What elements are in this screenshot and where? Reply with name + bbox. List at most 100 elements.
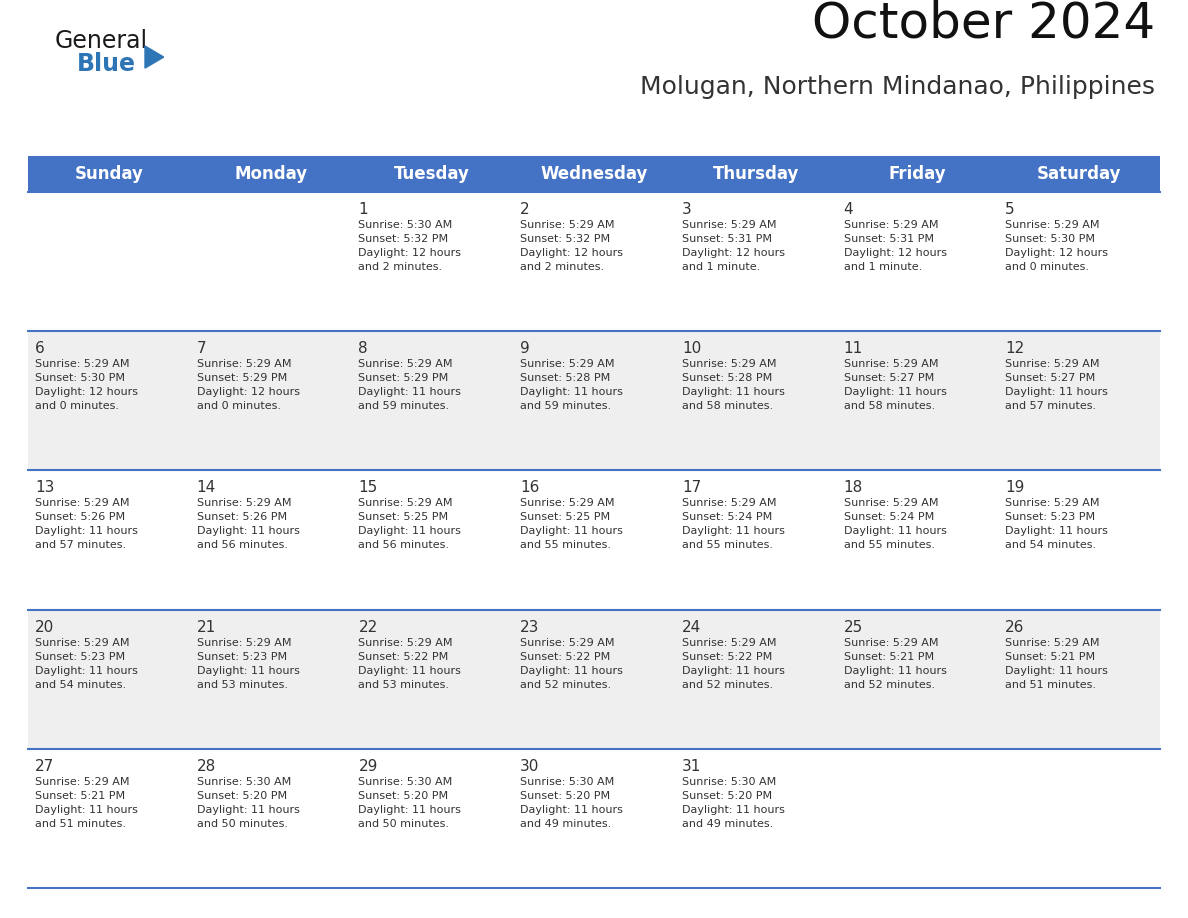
Text: 16: 16 bbox=[520, 480, 539, 496]
Text: Daylight: 11 hours: Daylight: 11 hours bbox=[843, 666, 947, 676]
Text: Sunset: 5:25 PM: Sunset: 5:25 PM bbox=[520, 512, 611, 522]
Text: and 0 minutes.: and 0 minutes. bbox=[197, 401, 280, 411]
Text: Sunrise: 5:29 AM: Sunrise: 5:29 AM bbox=[520, 638, 614, 647]
Text: 8: 8 bbox=[359, 341, 368, 356]
Text: 26: 26 bbox=[1005, 620, 1025, 634]
Text: and 57 minutes.: and 57 minutes. bbox=[1005, 401, 1097, 411]
Text: Sunset: 5:28 PM: Sunset: 5:28 PM bbox=[682, 374, 772, 383]
Text: Sunrise: 5:29 AM: Sunrise: 5:29 AM bbox=[197, 359, 291, 369]
Text: Sunrise: 5:29 AM: Sunrise: 5:29 AM bbox=[1005, 359, 1100, 369]
Text: Sunset: 5:27 PM: Sunset: 5:27 PM bbox=[1005, 374, 1095, 383]
Text: Daylight: 11 hours: Daylight: 11 hours bbox=[520, 387, 623, 397]
Text: and 2 minutes.: and 2 minutes. bbox=[359, 262, 443, 272]
Text: Sunrise: 5:29 AM: Sunrise: 5:29 AM bbox=[520, 498, 614, 509]
Text: Sunset: 5:24 PM: Sunset: 5:24 PM bbox=[843, 512, 934, 522]
Text: 6: 6 bbox=[34, 341, 45, 356]
Text: and 51 minutes.: and 51 minutes. bbox=[1005, 679, 1097, 689]
Text: Daylight: 11 hours: Daylight: 11 hours bbox=[682, 805, 785, 815]
Text: Daylight: 12 hours: Daylight: 12 hours bbox=[682, 248, 785, 258]
Text: Sunset: 5:30 PM: Sunset: 5:30 PM bbox=[34, 374, 125, 383]
Text: 1: 1 bbox=[359, 202, 368, 217]
Text: and 52 minutes.: and 52 minutes. bbox=[843, 679, 935, 689]
Text: Sunrise: 5:29 AM: Sunrise: 5:29 AM bbox=[843, 359, 939, 369]
Text: Sunset: 5:20 PM: Sunset: 5:20 PM bbox=[197, 790, 286, 800]
Text: Sunrise: 5:29 AM: Sunrise: 5:29 AM bbox=[34, 359, 129, 369]
Text: Daylight: 11 hours: Daylight: 11 hours bbox=[520, 805, 623, 815]
Bar bbox=[29, 331, 1159, 470]
Text: Tuesday: Tuesday bbox=[394, 165, 470, 183]
Text: Daylight: 11 hours: Daylight: 11 hours bbox=[682, 666, 785, 676]
Text: and 0 minutes.: and 0 minutes. bbox=[34, 401, 119, 411]
Text: Daylight: 11 hours: Daylight: 11 hours bbox=[843, 387, 947, 397]
Text: Sunrise: 5:29 AM: Sunrise: 5:29 AM bbox=[359, 498, 453, 509]
Text: and 58 minutes.: and 58 minutes. bbox=[843, 401, 935, 411]
Text: Sunrise: 5:29 AM: Sunrise: 5:29 AM bbox=[1005, 498, 1100, 509]
Text: and 55 minutes.: and 55 minutes. bbox=[843, 541, 935, 551]
Text: Sunrise: 5:29 AM: Sunrise: 5:29 AM bbox=[34, 777, 129, 787]
Bar bbox=[29, 610, 1159, 749]
Bar bbox=[29, 192, 1159, 331]
Text: Daylight: 12 hours: Daylight: 12 hours bbox=[1005, 248, 1108, 258]
Text: Sunset: 5:20 PM: Sunset: 5:20 PM bbox=[359, 790, 449, 800]
Text: Daylight: 12 hours: Daylight: 12 hours bbox=[843, 248, 947, 258]
Text: 28: 28 bbox=[197, 759, 216, 774]
Text: and 54 minutes.: and 54 minutes. bbox=[34, 679, 126, 689]
Text: and 51 minutes.: and 51 minutes. bbox=[34, 819, 126, 829]
Text: and 57 minutes.: and 57 minutes. bbox=[34, 541, 126, 551]
Text: Sunset: 5:20 PM: Sunset: 5:20 PM bbox=[682, 790, 772, 800]
Text: and 58 minutes.: and 58 minutes. bbox=[682, 401, 773, 411]
Text: Sunrise: 5:29 AM: Sunrise: 5:29 AM bbox=[843, 220, 939, 230]
Text: Daylight: 11 hours: Daylight: 11 hours bbox=[1005, 666, 1108, 676]
Text: Sunset: 5:26 PM: Sunset: 5:26 PM bbox=[34, 512, 125, 522]
Text: and 53 minutes.: and 53 minutes. bbox=[359, 679, 449, 689]
Text: 2: 2 bbox=[520, 202, 530, 217]
Text: Sunrise: 5:29 AM: Sunrise: 5:29 AM bbox=[359, 638, 453, 647]
Text: Sunrise: 5:29 AM: Sunrise: 5:29 AM bbox=[1005, 638, 1100, 647]
Text: Daylight: 11 hours: Daylight: 11 hours bbox=[1005, 387, 1108, 397]
Text: and 50 minutes.: and 50 minutes. bbox=[359, 819, 449, 829]
Text: Sunset: 5:21 PM: Sunset: 5:21 PM bbox=[34, 790, 125, 800]
Text: 4: 4 bbox=[843, 202, 853, 217]
Text: 18: 18 bbox=[843, 480, 862, 496]
Text: Sunrise: 5:30 AM: Sunrise: 5:30 AM bbox=[197, 777, 291, 787]
Text: Daylight: 11 hours: Daylight: 11 hours bbox=[197, 666, 299, 676]
Text: Sunset: 5:29 PM: Sunset: 5:29 PM bbox=[197, 374, 287, 383]
Text: Daylight: 12 hours: Daylight: 12 hours bbox=[520, 248, 624, 258]
Text: Sunrise: 5:29 AM: Sunrise: 5:29 AM bbox=[843, 498, 939, 509]
Text: and 59 minutes.: and 59 minutes. bbox=[520, 401, 612, 411]
Text: Sunrise: 5:29 AM: Sunrise: 5:29 AM bbox=[520, 359, 614, 369]
Text: 12: 12 bbox=[1005, 341, 1024, 356]
Text: Sunrise: 5:30 AM: Sunrise: 5:30 AM bbox=[520, 777, 614, 787]
Text: Sunrise: 5:29 AM: Sunrise: 5:29 AM bbox=[34, 498, 129, 509]
Text: October 2024: October 2024 bbox=[811, 0, 1155, 48]
Text: Daylight: 11 hours: Daylight: 11 hours bbox=[359, 387, 461, 397]
Text: 14: 14 bbox=[197, 480, 216, 496]
Text: and 52 minutes.: and 52 minutes. bbox=[682, 679, 773, 689]
Text: and 59 minutes.: and 59 minutes. bbox=[359, 401, 449, 411]
Text: Sunset: 5:25 PM: Sunset: 5:25 PM bbox=[359, 512, 449, 522]
Text: Daylight: 11 hours: Daylight: 11 hours bbox=[520, 526, 623, 536]
Text: Sunset: 5:20 PM: Sunset: 5:20 PM bbox=[520, 790, 611, 800]
Text: 29: 29 bbox=[359, 759, 378, 774]
Text: Monday: Monday bbox=[234, 165, 308, 183]
Text: Sunrise: 5:29 AM: Sunrise: 5:29 AM bbox=[682, 638, 776, 647]
Text: Daylight: 11 hours: Daylight: 11 hours bbox=[359, 666, 461, 676]
Text: 5: 5 bbox=[1005, 202, 1015, 217]
Text: 30: 30 bbox=[520, 759, 539, 774]
Text: and 0 minutes.: and 0 minutes. bbox=[1005, 262, 1089, 272]
Bar bbox=[29, 156, 1159, 192]
Text: Sunrise: 5:29 AM: Sunrise: 5:29 AM bbox=[197, 638, 291, 647]
Bar bbox=[29, 749, 1159, 888]
Text: and 1 minute.: and 1 minute. bbox=[682, 262, 760, 272]
Text: Sunset: 5:31 PM: Sunset: 5:31 PM bbox=[682, 234, 772, 244]
Text: General: General bbox=[55, 29, 148, 53]
Text: and 55 minutes.: and 55 minutes. bbox=[682, 541, 773, 551]
Text: 22: 22 bbox=[359, 620, 378, 634]
Text: Daylight: 11 hours: Daylight: 11 hours bbox=[843, 526, 947, 536]
Text: Daylight: 11 hours: Daylight: 11 hours bbox=[197, 805, 299, 815]
Polygon shape bbox=[145, 46, 164, 68]
Text: Sunrise: 5:29 AM: Sunrise: 5:29 AM bbox=[359, 359, 453, 369]
Text: and 55 minutes.: and 55 minutes. bbox=[520, 541, 611, 551]
Text: Sunrise: 5:29 AM: Sunrise: 5:29 AM bbox=[682, 220, 776, 230]
Text: Sunset: 5:23 PM: Sunset: 5:23 PM bbox=[1005, 512, 1095, 522]
